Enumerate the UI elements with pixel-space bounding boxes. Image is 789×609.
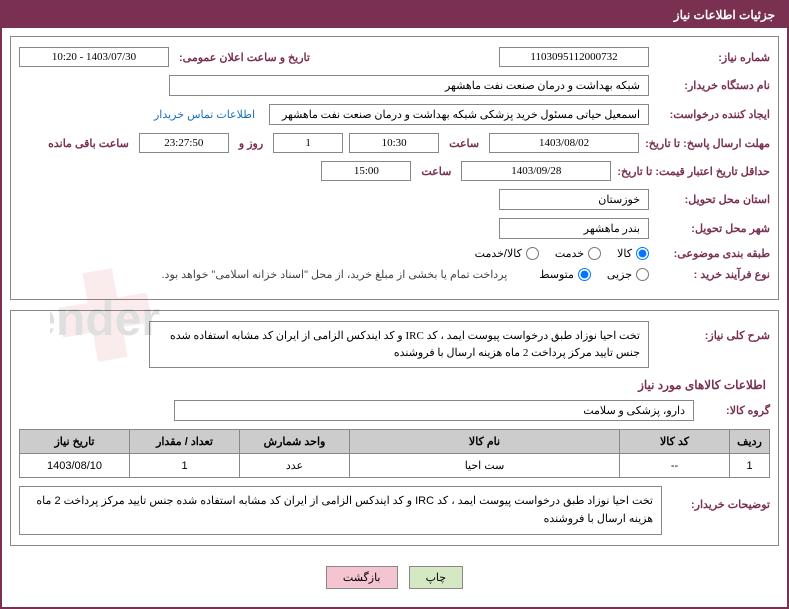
- summary-field: تخت احیا نوزاد طبق درخواست پیوست ایمد ، …: [149, 321, 649, 368]
- time-remaining-field: 23:27:50: [139, 133, 229, 153]
- remaining-label: ساعت باقی مانده: [48, 137, 129, 150]
- city-label: شهر محل تحویل:: [655, 222, 770, 235]
- goods-table: ردیف کد کالا نام کالا واحد شمارش تعداد /…: [19, 429, 770, 478]
- td-name: ست احیا: [350, 454, 620, 478]
- main-panel: جزئیات اطلاعات نیاز شماره نیاز: 11030951…: [0, 0, 789, 609]
- time-label-1: ساعت: [449, 137, 479, 150]
- validity-date-field: 1403/09/28: [461, 161, 611, 181]
- td-date: 1403/08/10: [20, 454, 130, 478]
- button-bar: چاپ بازگشت: [10, 556, 779, 599]
- days-remaining-field: 1: [273, 133, 343, 153]
- print-button[interactable]: چاپ: [409, 566, 464, 589]
- th-name: نام کالا: [350, 430, 620, 454]
- process-label: نوع فرآیند خرید :: [655, 268, 770, 281]
- buyer-notes-field: تخت احیا نوزاد طبق درخواست پیوست ایمد ، …: [19, 486, 662, 535]
- th-qty: تعداد / مقدار: [130, 430, 240, 454]
- province-label: استان محل تحویل:: [655, 193, 770, 206]
- time-label-2: ساعت: [421, 165, 451, 178]
- table-row: 1 -- ست احیا عدد 1 1403/08/10: [20, 454, 770, 478]
- radio-small[interactable]: جزیی: [607, 268, 649, 281]
- radio-goods-input[interactable]: [636, 247, 649, 260]
- process-radio-group: جزیی متوسط: [539, 268, 649, 281]
- panel-header: جزئیات اطلاعات نیاز: [2, 2, 787, 28]
- radio-medium[interactable]: متوسط: [539, 268, 591, 281]
- radio-service[interactable]: خدمت: [555, 247, 601, 260]
- category-radio-group: کالا خدمت کالا/خدمت: [475, 247, 649, 260]
- buyer-notes-label: توضیحات خریدار:: [670, 486, 770, 511]
- back-button[interactable]: بازگشت: [326, 566, 398, 589]
- buyer-field: شبکه بهداشت و درمان صنعت نفت ماهشهر: [169, 75, 649, 96]
- main-info-section: شماره نیاز: 1103095112000732 تاریخ و ساع…: [10, 36, 779, 300]
- need-number-field: 1103095112000732: [499, 47, 649, 67]
- category-label: طبقه بندی موضوعی:: [655, 247, 770, 260]
- summary-label: شرح کلی نیاز:: [655, 321, 770, 342]
- province-field: خوزستان: [499, 189, 649, 210]
- th-row: ردیف: [730, 430, 770, 454]
- validity-time-field: 15:00: [321, 161, 411, 181]
- goods-group-field: دارو، پزشکی و سلامت: [174, 400, 694, 421]
- panel-content: شماره نیاز: 1103095112000732 تاریخ و ساع…: [2, 28, 787, 607]
- radio-service-input[interactable]: [588, 247, 601, 260]
- requester-field: اسمعیل حیاتی مسئول خرید پزشکی شبکه بهداش…: [269, 104, 649, 125]
- announce-field: 1403/07/30 - 10:20: [19, 47, 169, 67]
- td-qty: 1: [130, 454, 240, 478]
- radio-goods[interactable]: کالا: [617, 247, 649, 260]
- panel-title: جزئیات اطلاعات نیاز: [674, 8, 775, 22]
- th-date: تاریخ نیاز: [20, 430, 130, 454]
- city-field: بندر ماهشهر: [499, 218, 649, 239]
- requester-label: ایجاد کننده درخواست:: [655, 108, 770, 121]
- payment-note: پرداخت تمام یا بخشی از مبلغ خرید، از محل…: [162, 268, 508, 281]
- deadline-label: مهلت ارسال پاسخ: تا تاریخ:: [645, 137, 770, 150]
- goods-group-label: گروه کالا:: [700, 404, 770, 417]
- td-unit: عدد: [240, 454, 350, 478]
- announce-label: تاریخ و ساعت اعلان عمومی:: [179, 51, 310, 64]
- radio-medium-input[interactable]: [578, 268, 591, 281]
- deadline-time-field: 10:30: [349, 133, 439, 153]
- td-row: 1: [730, 454, 770, 478]
- radio-small-input[interactable]: [636, 268, 649, 281]
- radio-both-input[interactable]: [526, 247, 539, 260]
- th-unit: واحد شمارش: [240, 430, 350, 454]
- deadline-date-field: 1403/08/02: [489, 133, 639, 153]
- need-number-label: شماره نیاز:: [655, 51, 770, 64]
- td-code: --: [620, 454, 730, 478]
- goods-title: اطلاعات کالاهای مورد نیاز: [19, 378, 766, 392]
- goods-section: شرح کلی نیاز: تخت احیا نوزاد طبق درخواست…: [10, 310, 779, 546]
- buyer-label: نام دستگاه خریدار:: [655, 79, 770, 92]
- th-code: کد کالا: [620, 430, 730, 454]
- days-and-label: روز و: [239, 137, 263, 150]
- validity-label: حداقل تاریخ اعتبار قیمت: تا تاریخ:: [617, 165, 770, 178]
- radio-both[interactable]: کالا/خدمت: [475, 247, 539, 260]
- contact-link[interactable]: اطلاعات تماس خریدار: [154, 108, 255, 121]
